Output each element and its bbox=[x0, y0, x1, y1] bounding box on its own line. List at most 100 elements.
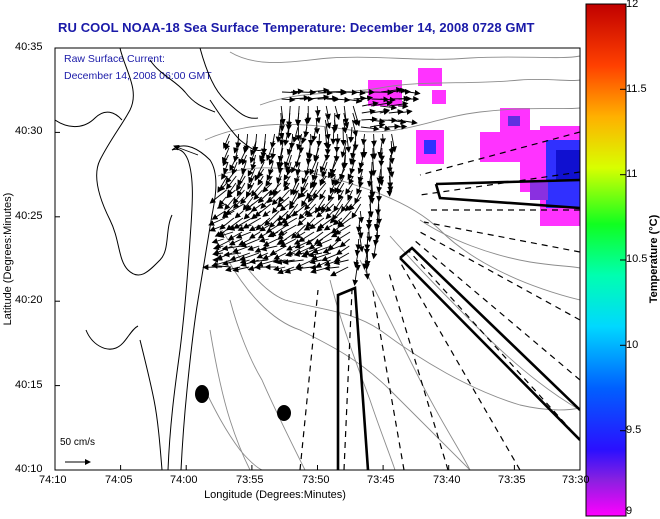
current-vector bbox=[364, 266, 371, 280]
current-vector bbox=[397, 119, 418, 126]
current-vector bbox=[329, 182, 336, 195]
current-vector bbox=[226, 189, 236, 199]
current-vector bbox=[273, 265, 286, 272]
current-vector bbox=[290, 175, 300, 196]
current-vectors bbox=[173, 86, 421, 286]
current-vector bbox=[249, 147, 257, 164]
current-vector bbox=[379, 109, 390, 116]
current-vector bbox=[307, 189, 317, 203]
current-vector bbox=[224, 196, 236, 211]
current-vector bbox=[305, 231, 324, 246]
current-vector bbox=[357, 161, 364, 175]
current-vector bbox=[240, 238, 260, 248]
current-vector bbox=[208, 217, 226, 226]
current-vector bbox=[268, 182, 282, 197]
current-vector bbox=[231, 161, 238, 176]
current-vector bbox=[265, 224, 279, 233]
current-vector bbox=[267, 231, 279, 238]
current-vector bbox=[377, 140, 384, 159]
current-vector bbox=[388, 140, 395, 155]
current-vector bbox=[294, 238, 314, 249]
current-vector bbox=[283, 147, 293, 168]
current-vector bbox=[335, 89, 347, 96]
x-tick-2: 74:05 bbox=[105, 474, 133, 486]
colorbar-ticks bbox=[620, 3, 626, 517]
current-vector bbox=[314, 112, 321, 124]
current-vector bbox=[219, 182, 228, 192]
current-vector bbox=[369, 175, 376, 198]
current-vector bbox=[311, 126, 318, 142]
current-vector bbox=[307, 133, 314, 146]
cbar-tick-9-5: 9.5 bbox=[626, 424, 642, 436]
current-vector bbox=[357, 175, 364, 188]
current-vector bbox=[256, 252, 269, 259]
current-vector bbox=[273, 252, 287, 260]
current-vector bbox=[293, 250, 305, 257]
current-vector bbox=[309, 154, 319, 176]
current-vector bbox=[271, 196, 281, 206]
current-vector bbox=[314, 105, 321, 117]
current-vector bbox=[315, 238, 332, 247]
current-vector bbox=[388, 109, 404, 116]
y-tick-3: 40:25 bbox=[15, 210, 43, 222]
current-vector bbox=[219, 217, 235, 230]
sector-polygons bbox=[336, 178, 580, 470]
current-vector bbox=[367, 203, 374, 218]
current-vector bbox=[283, 175, 291, 187]
current-vector bbox=[299, 89, 317, 96]
current-vector bbox=[232, 266, 250, 273]
current-vector bbox=[330, 231, 342, 238]
current-vector bbox=[335, 96, 351, 103]
current-vector bbox=[376, 203, 383, 225]
current-vector bbox=[297, 217, 307, 227]
current-vector bbox=[309, 258, 322, 265]
current-vector bbox=[325, 203, 335, 213]
current-vector bbox=[260, 154, 266, 165]
current-vector bbox=[221, 245, 242, 252]
current-vector bbox=[248, 224, 261, 231]
current-vector bbox=[229, 154, 238, 172]
current-vector bbox=[295, 112, 301, 126]
current-vector bbox=[345, 182, 354, 195]
current-vector bbox=[370, 118, 386, 125]
current-vector bbox=[357, 168, 364, 184]
current-vector bbox=[334, 168, 346, 186]
current-vector bbox=[285, 251, 296, 257]
current-vector bbox=[353, 252, 360, 268]
current-vector bbox=[279, 105, 286, 126]
current-vector bbox=[288, 196, 299, 210]
current-vector bbox=[279, 203, 289, 212]
current-vector bbox=[330, 126, 337, 145]
current-vector bbox=[233, 196, 245, 209]
current-vector bbox=[295, 161, 302, 176]
current-vector bbox=[276, 238, 287, 245]
current-vector bbox=[350, 154, 357, 166]
current-vector bbox=[264, 210, 280, 227]
current-vector bbox=[387, 175, 394, 193]
current-vector bbox=[245, 182, 255, 198]
current-vector bbox=[278, 112, 285, 132]
colorbar bbox=[585, 3, 627, 517]
cbar-tick-10-5: 10.5 bbox=[626, 253, 648, 265]
current-vector bbox=[329, 210, 343, 224]
cbar-tick-9: 9 bbox=[626, 505, 633, 517]
current-vector bbox=[248, 168, 256, 184]
current-vector bbox=[376, 182, 383, 193]
current-vector bbox=[374, 217, 380, 232]
current-vector bbox=[300, 126, 308, 144]
current-vector bbox=[311, 161, 319, 182]
current-vector bbox=[362, 100, 379, 107]
current-vector bbox=[388, 147, 395, 165]
current-vector bbox=[345, 133, 352, 153]
current-vector bbox=[360, 133, 367, 146]
current-vector bbox=[301, 168, 310, 185]
current-vector bbox=[247, 161, 256, 177]
current-vector bbox=[296, 133, 303, 151]
current-vector bbox=[223, 251, 242, 258]
current-vector bbox=[245, 203, 254, 212]
x-tick-4: 73:55 bbox=[236, 474, 264, 486]
current-vector bbox=[239, 252, 260, 261]
coastline bbox=[55, 48, 263, 470]
current-vector bbox=[209, 224, 225, 232]
current-vector bbox=[298, 210, 307, 220]
